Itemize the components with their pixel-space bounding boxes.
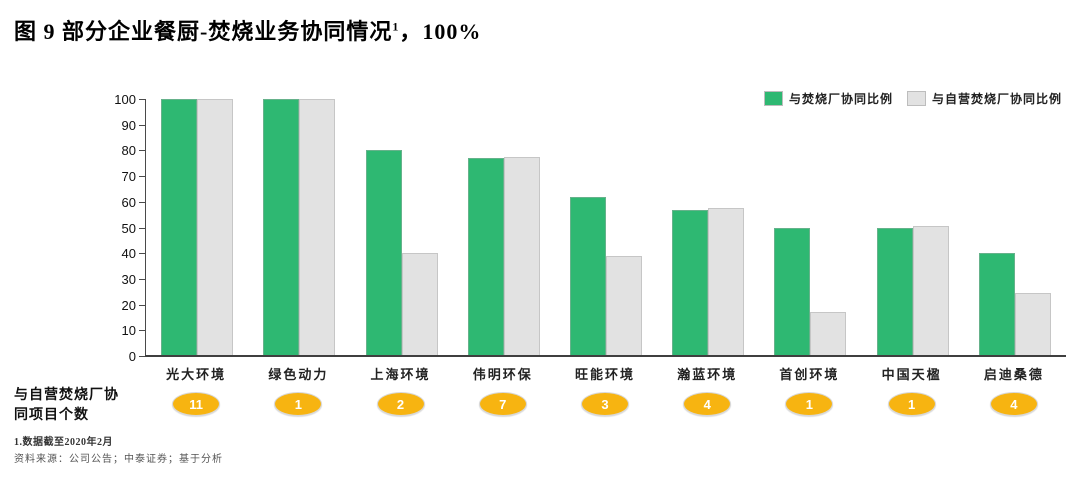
x-label-中国天楹: 中国天楹 bbox=[881, 367, 942, 382]
project-count-badge-启迪桑德: 4 bbox=[989, 392, 1038, 416]
bar-group-绿色动力 bbox=[248, 99, 350, 356]
bar-green-首创环境 bbox=[774, 227, 811, 356]
bar-gray-上海环境 bbox=[401, 253, 438, 356]
bar-group-伟明环保 bbox=[453, 99, 555, 356]
bar-group-瀚蓝环境 bbox=[657, 99, 759, 356]
bar-gray-首创环境 bbox=[810, 312, 847, 356]
badge-slot-首创环境: 1 bbox=[758, 392, 860, 416]
badges-caption-line1: 与自营焚烧厂协 bbox=[14, 388, 119, 403]
figure-title-text: 图 9 部分企业餐厨-焚烧业务协同情况 bbox=[14, 19, 393, 44]
y-tick-label: 60 bbox=[121, 194, 136, 210]
x-label-上海环境: 上海环境 bbox=[370, 367, 431, 382]
y-tick-label: 80 bbox=[121, 143, 136, 159]
x-axis-labels: 光大环境 绿色动力 上海环境 伟明环保 旺能环境 瀚蓝环境 首创环境 中国天楹 启迪桑德 bbox=[145, 364, 1065, 383]
bar-group-启迪桑德 bbox=[964, 99, 1066, 356]
figure-title: 图 9 部分企业餐厨-焚烧业务协同情况1，100% bbox=[14, 14, 481, 46]
x-label-首创环境: 首创环境 bbox=[779, 367, 840, 382]
y-tick-mark bbox=[139, 150, 145, 152]
y-tick-mark bbox=[139, 176, 145, 178]
y-tick-mark bbox=[139, 99, 145, 100]
badge-slot-光大环境: 11 bbox=[145, 392, 247, 416]
y-tick-mark bbox=[139, 356, 145, 357]
badges-caption-line2: 同项目个数 bbox=[14, 408, 89, 424]
y-tick-mark bbox=[139, 304, 145, 306]
project-count-badge-上海环境: 2 bbox=[376, 392, 425, 416]
y-tick-mark bbox=[139, 253, 145, 255]
bar-green-绿色动力 bbox=[263, 99, 300, 356]
bar-green-启迪桑德 bbox=[978, 253, 1015, 356]
x-label-伟明环保: 伟明环保 bbox=[472, 367, 533, 382]
badge-slot-启迪桑德: 4 bbox=[963, 392, 1065, 416]
badge-slot-绿色动力: 1 bbox=[247, 392, 349, 416]
project-count-badge-首创环境: 1 bbox=[785, 392, 834, 416]
x-axis-line bbox=[145, 355, 1066, 357]
y-tick-label: 20 bbox=[121, 297, 136, 313]
x-label-启迪桑德: 启迪桑德 bbox=[983, 367, 1044, 382]
badge-slot-旺能环境: 3 bbox=[554, 392, 656, 416]
badge-slot-中国天楹: 1 bbox=[861, 392, 963, 416]
bar-gray-中国天楹 bbox=[912, 226, 949, 356]
x-label-绿色动力: 绿色动力 bbox=[268, 367, 329, 382]
plot-area bbox=[145, 99, 1066, 356]
project-count-badge-绿色动力: 1 bbox=[274, 392, 323, 416]
bar-gray-瀚蓝环境 bbox=[708, 208, 745, 356]
project-count-badge-伟明环保: 7 bbox=[478, 392, 527, 416]
bar-green-上海环境 bbox=[365, 150, 402, 356]
y-tick-mark bbox=[139, 278, 145, 280]
badge-slot-上海环境: 2 bbox=[349, 392, 451, 416]
y-tick-label: 30 bbox=[121, 271, 136, 287]
x-label-光大环境: 光大环境 bbox=[166, 367, 227, 382]
y-tick-label: 0 bbox=[128, 349, 136, 364]
bar-green-光大环境 bbox=[161, 99, 198, 356]
legend-item-0: 与焚烧厂协同比例 bbox=[763, 90, 893, 107]
legend-item-1: 与自营焚烧厂协同比例 bbox=[906, 90, 1062, 107]
y-tick-mark bbox=[139, 227, 145, 229]
bar-group-光大环境 bbox=[146, 99, 248, 356]
legend-swatch-icon bbox=[906, 91, 926, 106]
project-count-badge-中国天楹: 1 bbox=[887, 392, 936, 416]
bar-group-上海环境 bbox=[350, 99, 452, 356]
y-tick-label: 50 bbox=[121, 220, 136, 236]
y-tick-label: 10 bbox=[121, 323, 136, 339]
bar-green-伟明环保 bbox=[467, 158, 504, 356]
bar-groups bbox=[146, 99, 1066, 356]
footnote-data-cutoff: 1.数据截至2020年2月 bbox=[14, 437, 113, 448]
legend-label: 与自营焚烧厂协同比例 bbox=[931, 92, 1062, 106]
bar-gray-启迪桑德 bbox=[1014, 293, 1051, 356]
project-count-badge-瀚蓝环境: 4 bbox=[683, 392, 732, 416]
bar-green-旺能环境 bbox=[569, 196, 606, 356]
y-tick-label: 90 bbox=[121, 117, 136, 133]
bar-group-首创环境 bbox=[759, 99, 861, 356]
bar-gray-光大环境 bbox=[197, 99, 234, 356]
bar-group-中国天楹 bbox=[862, 99, 964, 356]
y-tick-mark bbox=[139, 124, 145, 126]
badge-slot-伟明环保: 7 bbox=[452, 392, 554, 416]
x-label-瀚蓝环境: 瀚蓝环境 bbox=[677, 367, 738, 382]
bar-green-瀚蓝环境 bbox=[672, 209, 709, 356]
y-tick-label: 70 bbox=[121, 169, 136, 185]
project-count-badge-光大环境: 11 bbox=[172, 392, 221, 416]
project-count-badge-旺能环境: 3 bbox=[580, 392, 629, 416]
badges-row: 11 1 2 7 3 4 1 1 4 bbox=[145, 392, 1065, 416]
figure-title-superscript: 1 bbox=[392, 19, 400, 34]
footnote-source: 资料来源：公司公告；中泰证券；基于分析 bbox=[14, 454, 223, 465]
bar-group-旺能环境 bbox=[555, 99, 657, 356]
y-tick-mark bbox=[139, 201, 145, 203]
bar-gray-旺能环境 bbox=[605, 255, 642, 356]
y-tick-label: 100 bbox=[114, 92, 136, 107]
badge-slot-瀚蓝环境: 4 bbox=[656, 392, 758, 416]
legend-label: 与焚烧厂协同比例 bbox=[788, 92, 893, 106]
legend-swatch-icon bbox=[763, 91, 783, 106]
y-tick-label: 40 bbox=[121, 246, 136, 262]
chart-legend: 与焚烧厂协同比例 与自营焚烧厂协同比例 bbox=[763, 90, 1062, 107]
badges-caption: 与自营焚烧厂协 同项目个数 bbox=[14, 386, 119, 427]
x-label-旺能环境: 旺能环境 bbox=[574, 367, 635, 382]
y-tick-mark bbox=[139, 330, 145, 332]
bar-gray-伟明环保 bbox=[503, 156, 540, 356]
bar-green-中国天楹 bbox=[876, 227, 913, 356]
bar-gray-绿色动力 bbox=[299, 99, 336, 356]
figure-title-suffix: ，100% bbox=[399, 19, 482, 44]
